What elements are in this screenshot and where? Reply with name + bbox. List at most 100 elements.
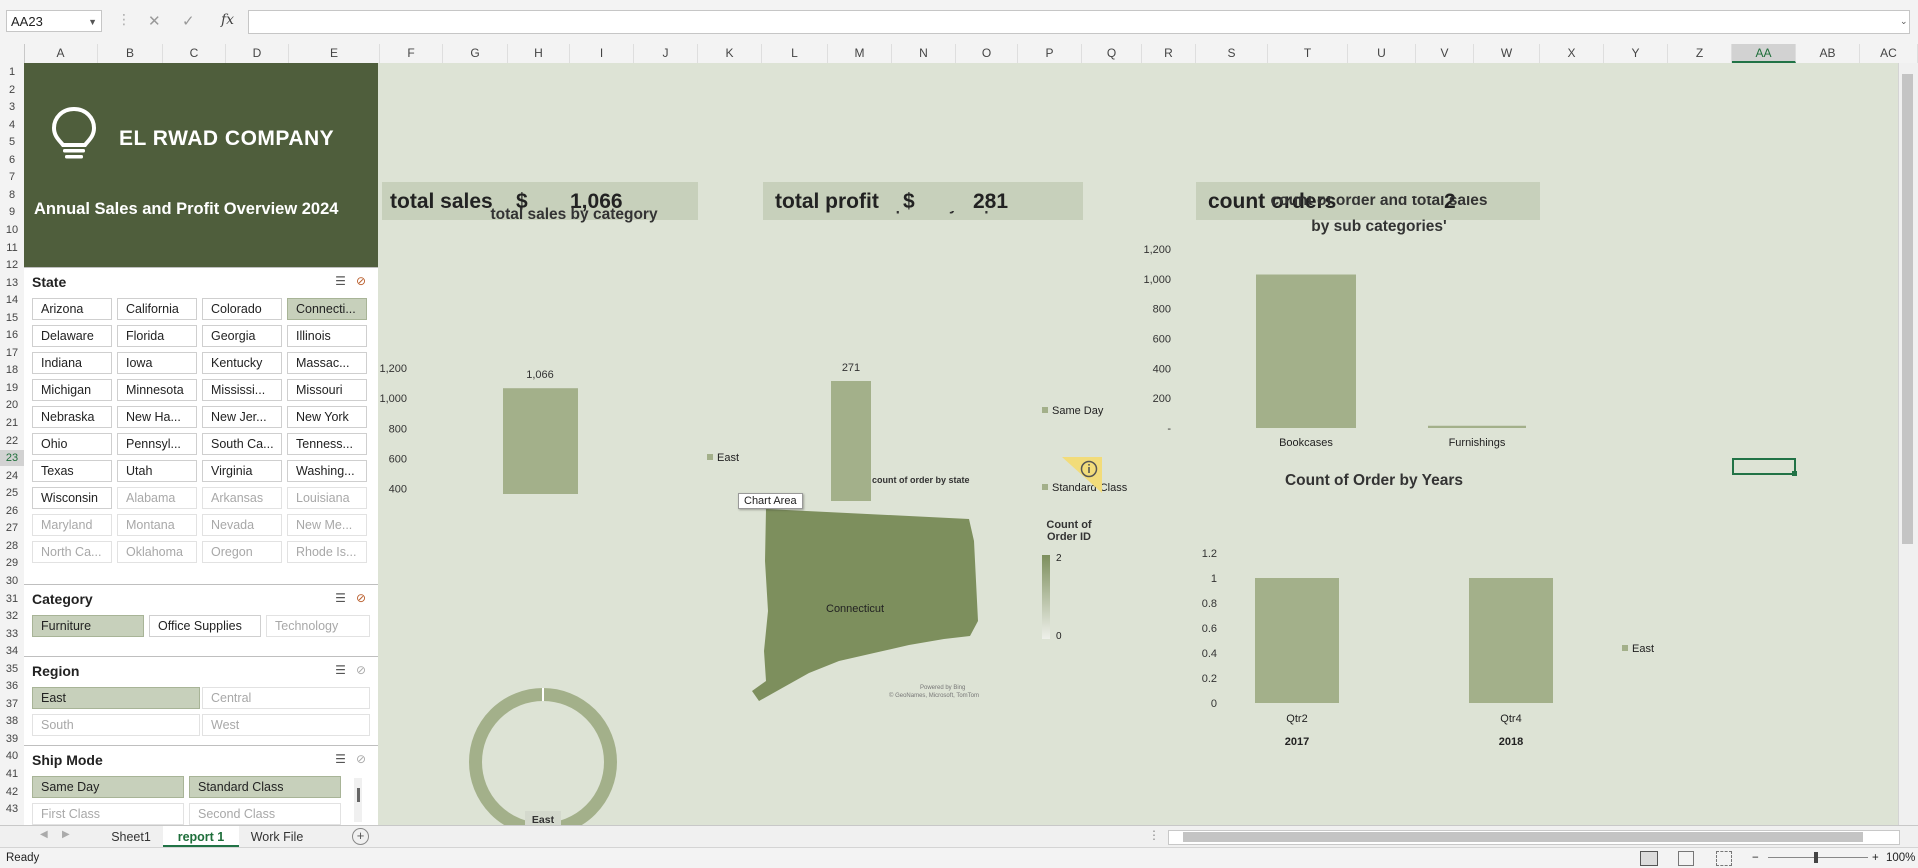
multi-select-icon[interactable]: ☰ [335, 752, 346, 766]
row-header[interactable]: 20 [5, 399, 19, 412]
row-header[interactable]: 7 [8, 171, 16, 184]
page-layout-icon[interactable] [1678, 851, 1694, 866]
slicer-item[interactable]: Minnesota [117, 379, 197, 401]
row-header[interactable]: 13 [5, 276, 19, 289]
row-header[interactable]: 28 [5, 539, 19, 552]
column-header[interactable]: I [570, 44, 634, 63]
chart-orders-sales-by-subcategory[interactable]: count of order and total sales by sub cat… [1129, 196, 1549, 456]
slicer-item[interactable]: Oregon [202, 541, 282, 563]
column-header[interactable]: X [1540, 44, 1604, 63]
slicer-item[interactable]: New Me... [287, 514, 367, 536]
slicer-item[interactable]: Colorado [202, 298, 282, 320]
row-header[interactable]: 24 [5, 469, 19, 482]
slicer-item[interactable]: Same Day [32, 776, 184, 798]
chart-profit-by-ship-mode[interactable]: total profit by ship mode271Same Day9Sta… [759, 211, 1129, 501]
horizontal-scrollbar[interactable] [1168, 830, 1900, 845]
slicer-item[interactable]: Virginia [202, 460, 282, 482]
slicer-item[interactable]: Georgia [202, 325, 282, 347]
slicer-item[interactable]: North Ca... [32, 541, 112, 563]
slicer-item[interactable]: Iowa [117, 352, 197, 374]
slicer-item[interactable]: Second Class [189, 803, 341, 825]
column-header[interactable]: K [698, 44, 762, 63]
slicer-item[interactable]: Indiana [32, 352, 112, 374]
row-header[interactable]: 39 [5, 732, 19, 745]
row-header[interactable]: 12 [5, 259, 19, 272]
slicer-item[interactable]: New Ha... [117, 406, 197, 428]
bar[interactable] [831, 381, 871, 501]
row-header[interactable]: 42 [5, 785, 19, 798]
row-header[interactable]: 34 [5, 645, 19, 658]
clear-filter-icon[interactable]: ⊘ [355, 663, 366, 677]
row-header[interactable]: 23 [0, 450, 24, 467]
slicer-item[interactable]: California [117, 298, 197, 320]
vertical-scroll-thumb[interactable] [1902, 74, 1913, 544]
expand-formula-icon[interactable]: ⌄ [1900, 16, 1908, 26]
row-header[interactable]: 19 [5, 381, 19, 394]
column-header[interactable]: P [1018, 44, 1082, 63]
slicer-item[interactable]: New York [287, 406, 367, 428]
slicer-item[interactable]: Central [202, 687, 370, 709]
slicer-item[interactable]: Connecti... [287, 298, 367, 320]
slicer-item[interactable]: Oklahoma [117, 541, 197, 563]
slicer-item[interactable]: Maryland [32, 514, 112, 536]
column-header[interactable]: Z [1668, 44, 1732, 63]
multi-select-icon[interactable]: ☰ [335, 274, 346, 288]
add-sheet-icon[interactable]: + [352, 828, 369, 845]
slicer-item[interactable]: Florida [117, 325, 197, 347]
column-header[interactable]: S [1196, 44, 1268, 63]
slicer-item[interactable]: Delaware [32, 325, 112, 347]
row-header[interactable]: 5 [8, 136, 16, 149]
slicer-item[interactable]: Arkansas [202, 487, 282, 509]
bar[interactable] [1469, 578, 1553, 703]
row-header[interactable]: 6 [8, 153, 16, 166]
column-header[interactable]: AB [1796, 44, 1860, 63]
chevron-down-icon[interactable]: ▼ [88, 17, 97, 27]
slicer-item[interactable]: Montana [117, 514, 197, 536]
column-header[interactable]: N [892, 44, 956, 63]
clear-filter-icon[interactable]: ⊘ [355, 274, 366, 288]
row-header[interactable]: 36 [5, 680, 19, 693]
column-header[interactable]: D [226, 44, 289, 63]
worksheet[interactable]: EL RWAD COMPANY Annual Sales and Profit … [24, 63, 1898, 825]
row-header[interactable]: 21 [5, 417, 19, 429]
row-header[interactable]: 15 [5, 311, 19, 324]
column-header[interactable]: H [508, 44, 570, 63]
slicer-item[interactable]: Furniture [32, 615, 144, 637]
slicer-item[interactable]: Washing... [287, 460, 367, 482]
row-header[interactable]: 33 [5, 627, 19, 640]
column-header[interactable]: L [762, 44, 828, 63]
row-header[interactable]: 1 [8, 66, 16, 78]
tabs-splitter-icon[interactable]: ⋮ [1148, 828, 1160, 842]
row-header[interactable]: 26 [5, 504, 19, 517]
column-header[interactable]: R [1142, 44, 1196, 63]
row-header[interactable]: 35 [5, 662, 19, 675]
row-header[interactable]: 40 [5, 750, 19, 763]
column-header[interactable]: V [1416, 44, 1474, 63]
row-header[interactable]: 27 [5, 522, 19, 535]
column-header[interactable]: M [828, 44, 892, 63]
column-header[interactable]: U [1348, 44, 1416, 63]
row-header[interactable]: 8 [8, 188, 16, 201]
insert-function-icon[interactable]: fx [221, 12, 235, 28]
column-header[interactable]: AC [1860, 44, 1918, 63]
tab-report-1[interactable]: report 1 [163, 826, 239, 848]
slicer-item[interactable]: Wisconsin [32, 487, 112, 509]
slicer-item[interactable]: South [32, 714, 200, 736]
row-header[interactable]: 16 [5, 329, 19, 342]
slicer-item[interactable]: Arizona [32, 298, 112, 320]
donut-slice[interactable] [469, 688, 617, 826]
slicer-item[interactable]: New Jer... [202, 406, 282, 428]
row-header[interactable]: 10 [5, 223, 19, 236]
connecticut-map[interactable] [744, 501, 1004, 701]
tab-scroll-right-icon[interactable]: ▶ [62, 829, 70, 840]
slicer-item[interactable]: First Class [32, 803, 184, 825]
column-header[interactable]: F [380, 44, 443, 63]
column-header[interactable]: AA [1732, 44, 1796, 63]
slicer-item[interactable]: Rhode Is... [287, 541, 367, 563]
bar[interactable] [1428, 425, 1526, 428]
row-header[interactable]: 11 [6, 241, 18, 254]
row-header[interactable]: 32 [5, 610, 19, 623]
tab-sheet1[interactable]: Sheet1 [111, 830, 151, 844]
clear-filter-icon[interactable]: ⊘ [355, 591, 366, 605]
column-header[interactable]: A [24, 44, 98, 63]
